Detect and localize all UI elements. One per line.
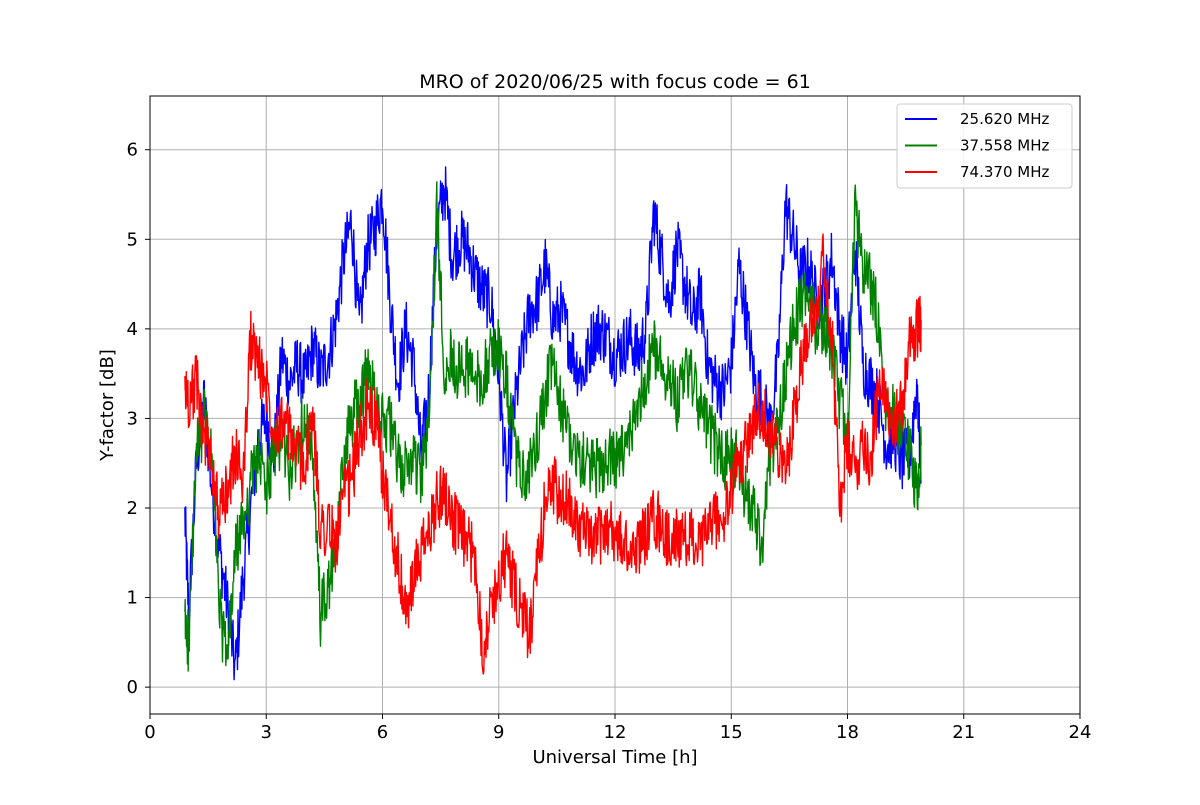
legend-label-2: 37.558 MHz [960, 137, 1049, 155]
legend-label-1: 25.620 MHz [960, 110, 1049, 128]
x-tick-label: 15 [720, 722, 743, 743]
series-line-2 [184, 181, 922, 672]
series-line-3 [184, 233, 922, 675]
y-tick-label: 1 [127, 588, 138, 609]
y-tick-label: 4 [127, 319, 138, 340]
y-tick-label: 6 [127, 140, 138, 161]
x-tick-label: 21 [952, 722, 975, 743]
x-tick-label: 24 [1069, 722, 1092, 743]
series-line-1 [184, 166, 922, 681]
x-tick-label: 0 [144, 722, 155, 743]
x-tick-label: 3 [261, 722, 272, 743]
legend-box [896, 103, 1073, 189]
y-tick-label: 2 [127, 498, 138, 519]
series-layer [184, 166, 922, 681]
y-tick-label: 0 [127, 677, 138, 698]
y-tick-label: 3 [127, 408, 138, 429]
x-tick-label: 6 [377, 722, 388, 743]
y-tick-label: 5 [127, 229, 138, 250]
x-axis-label: Universal Time [h] [532, 747, 697, 768]
legend: 25.620 MHz 37.558 MHz 74.370 MHz [896, 103, 1073, 189]
grid-layer [149, 96, 1081, 714]
y-axis-label: Y-factor [dB] [97, 349, 118, 462]
chart-title: MRO of 2020/06/25 with focus code = 61 [419, 71, 811, 93]
x-tick-label: 9 [493, 722, 504, 743]
legend-label-3: 74.370 MHz [960, 163, 1049, 181]
x-tick-label: 18 [836, 722, 859, 743]
x-tick-label: 12 [604, 722, 627, 743]
